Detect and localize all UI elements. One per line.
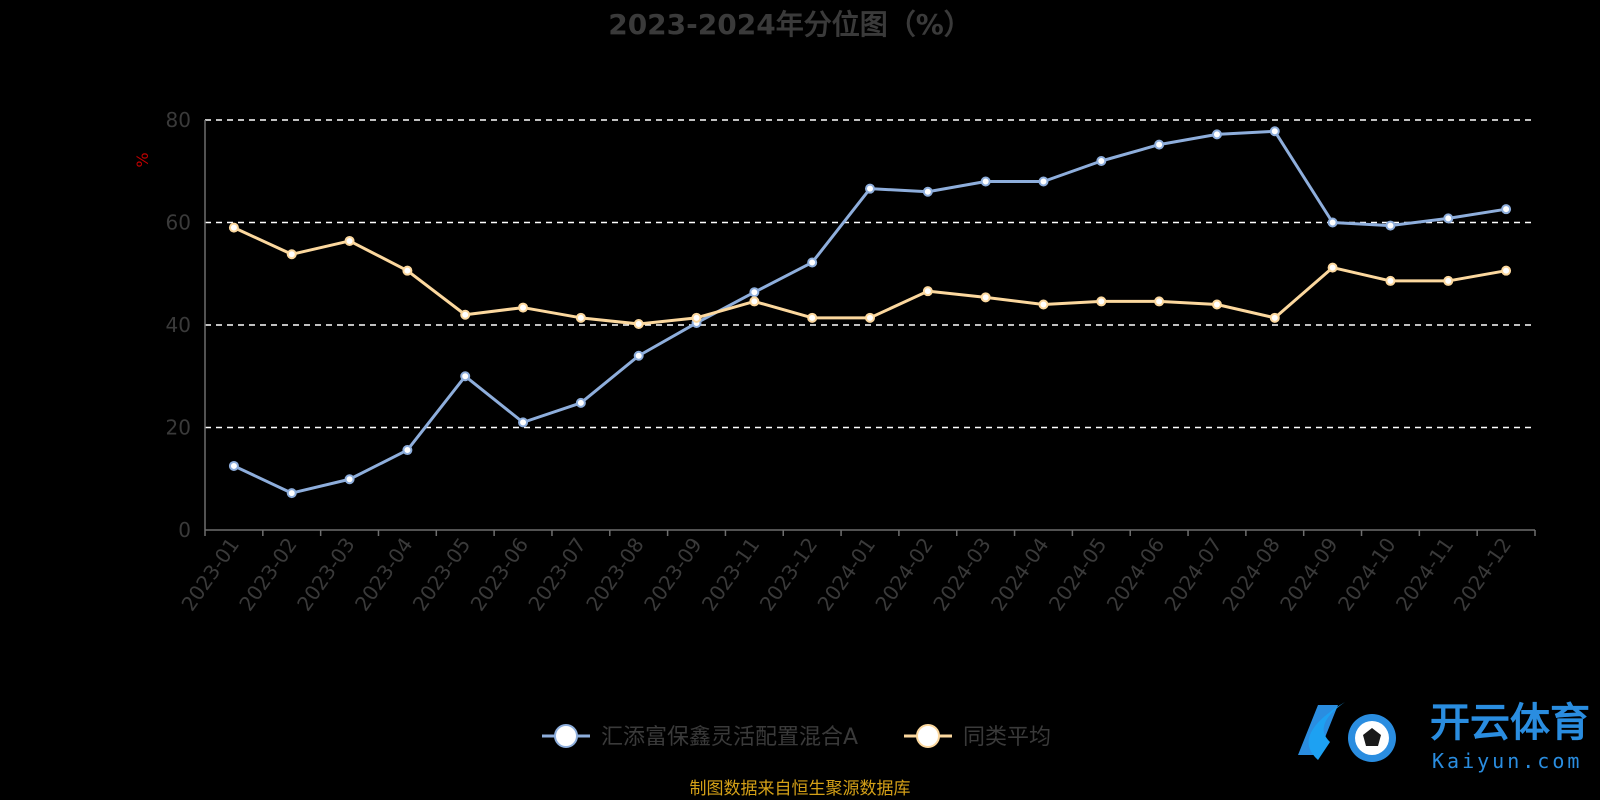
data-point[interactable] <box>1211 129 1222 140</box>
x-tick-label: 2023-01 <box>176 533 244 615</box>
x-tick-label: 2023-05 <box>408 533 476 615</box>
x-tick-label: 2024-07 <box>1159 533 1227 615</box>
data-point[interactable] <box>286 249 297 260</box>
x-tick-label: 2023-07 <box>523 533 591 615</box>
x-tick-label: 2023-03 <box>292 533 360 615</box>
series-line <box>233 226 1507 326</box>
x-tick-label: 2024-05 <box>1044 533 1112 615</box>
data-point[interactable] <box>1327 217 1338 228</box>
chart-title: 2023-2024年分位图（%） <box>608 8 972 41</box>
logo-mark-icon <box>1298 702 1396 762</box>
data-point[interactable] <box>1385 275 1396 286</box>
logo-name-en: Kaiyun.com <box>1432 749 1582 773</box>
x-tick-label: 2024-10 <box>1333 533 1401 615</box>
x-tick-label: 2024-09 <box>1275 533 1343 615</box>
data-point[interactable] <box>1443 213 1454 224</box>
data-point[interactable] <box>865 183 875 194</box>
data-point[interactable] <box>980 176 991 187</box>
x-tick-label: 2023-11 <box>697 533 765 615</box>
data-point[interactable] <box>518 302 529 313</box>
legend-item[interactable]: 汇添富保鑫灵活配置混合A <box>542 724 858 750</box>
data-point[interactable] <box>1096 296 1107 307</box>
watermark-logo: 开云体育 Kaiyun.com <box>1298 700 1590 773</box>
data-point[interactable] <box>402 265 413 276</box>
data-point[interactable] <box>749 287 760 298</box>
data-point[interactable] <box>575 312 586 323</box>
data-point[interactable] <box>460 371 471 382</box>
data-point[interactable] <box>922 186 933 197</box>
logo-name-cn: 开云体育 <box>1430 700 1590 746</box>
y-tick-label: 0 <box>178 518 191 542</box>
data-point[interactable] <box>749 296 760 307</box>
data-point[interactable] <box>980 292 991 303</box>
axes <box>204 120 1536 536</box>
data-point[interactable] <box>228 460 239 471</box>
data-point[interactable] <box>402 445 413 456</box>
y-tick-label: 40 <box>166 313 191 337</box>
data-point[interactable] <box>344 235 355 246</box>
x-tick-label: 2024-12 <box>1449 533 1517 615</box>
data-point[interactable] <box>1385 220 1396 231</box>
data-point[interactable] <box>865 312 875 323</box>
data-point[interactable] <box>1327 262 1338 273</box>
data-point[interactable] <box>575 397 586 408</box>
legend-marker-icon <box>916 724 940 748</box>
data-point[interactable] <box>460 309 471 320</box>
x-tick-label: 2024-03 <box>928 533 996 615</box>
legend-label: 同类平均 <box>963 725 1051 750</box>
data-point[interactable] <box>633 318 644 329</box>
x-tick-label: 2023-12 <box>755 533 823 615</box>
legend[interactable]: 汇添富保鑫灵活配置混合A 同类平均 <box>542 724 1051 750</box>
x-tick-label: 2023-06 <box>466 533 534 615</box>
data-point[interactable] <box>1501 204 1512 215</box>
data-point[interactable] <box>1269 312 1280 323</box>
data-point[interactable] <box>807 312 818 323</box>
source-note: 制图数据来自恒生聚源数据库 <box>690 779 911 799</box>
data-point[interactable] <box>286 488 297 499</box>
data-point[interactable] <box>1038 176 1049 187</box>
y-tick-label: 80 <box>166 108 191 132</box>
x-tick-label: 2023-09 <box>639 533 707 615</box>
x-tick-labels: 2023-012023-022023-032023-042023-052023-… <box>176 533 1516 615</box>
x-tick-label: 2024-08 <box>1217 533 1285 615</box>
data-point[interactable] <box>344 474 355 485</box>
data-point[interactable] <box>1154 296 1165 307</box>
legend-label: 汇添富保鑫灵活配置混合A <box>601 725 858 750</box>
data-point[interactable] <box>1154 139 1165 150</box>
data-point[interactable] <box>228 222 239 233</box>
y-axis-label: % <box>133 152 152 167</box>
y-tick-labels: 0 20 40 60 80 <box>166 108 191 542</box>
data-point[interactable] <box>633 350 644 361</box>
x-tick-label: 2024-11 <box>1391 533 1459 615</box>
data-point[interactable] <box>922 286 933 297</box>
y-tick-label: 20 <box>166 416 191 440</box>
x-tick-label: 2024-01 <box>812 533 880 615</box>
series-lines <box>228 126 1512 499</box>
data-point[interactable] <box>1096 156 1107 166</box>
legend-marker-icon <box>554 724 578 748</box>
data-point[interactable] <box>691 312 702 323</box>
x-tick-label: 2023-04 <box>350 533 418 615</box>
y-tick-label: 60 <box>166 211 191 235</box>
data-point[interactable] <box>1269 126 1280 137</box>
data-point[interactable] <box>1211 299 1222 310</box>
x-tick-label: 2023-02 <box>234 533 302 615</box>
x-tick-label: 2024-02 <box>870 533 938 615</box>
data-point[interactable] <box>1443 275 1454 286</box>
x-tick-label: 2024-06 <box>1102 533 1170 615</box>
data-point[interactable] <box>1038 299 1049 310</box>
legend-item[interactable]: 同类平均 <box>904 724 1051 750</box>
data-point[interactable] <box>807 257 818 268</box>
data-point[interactable] <box>1501 265 1512 276</box>
x-tick-label: 2024-04 <box>986 533 1054 615</box>
x-tick-label: 2023-08 <box>581 533 649 615</box>
data-point[interactable] <box>518 417 529 428</box>
